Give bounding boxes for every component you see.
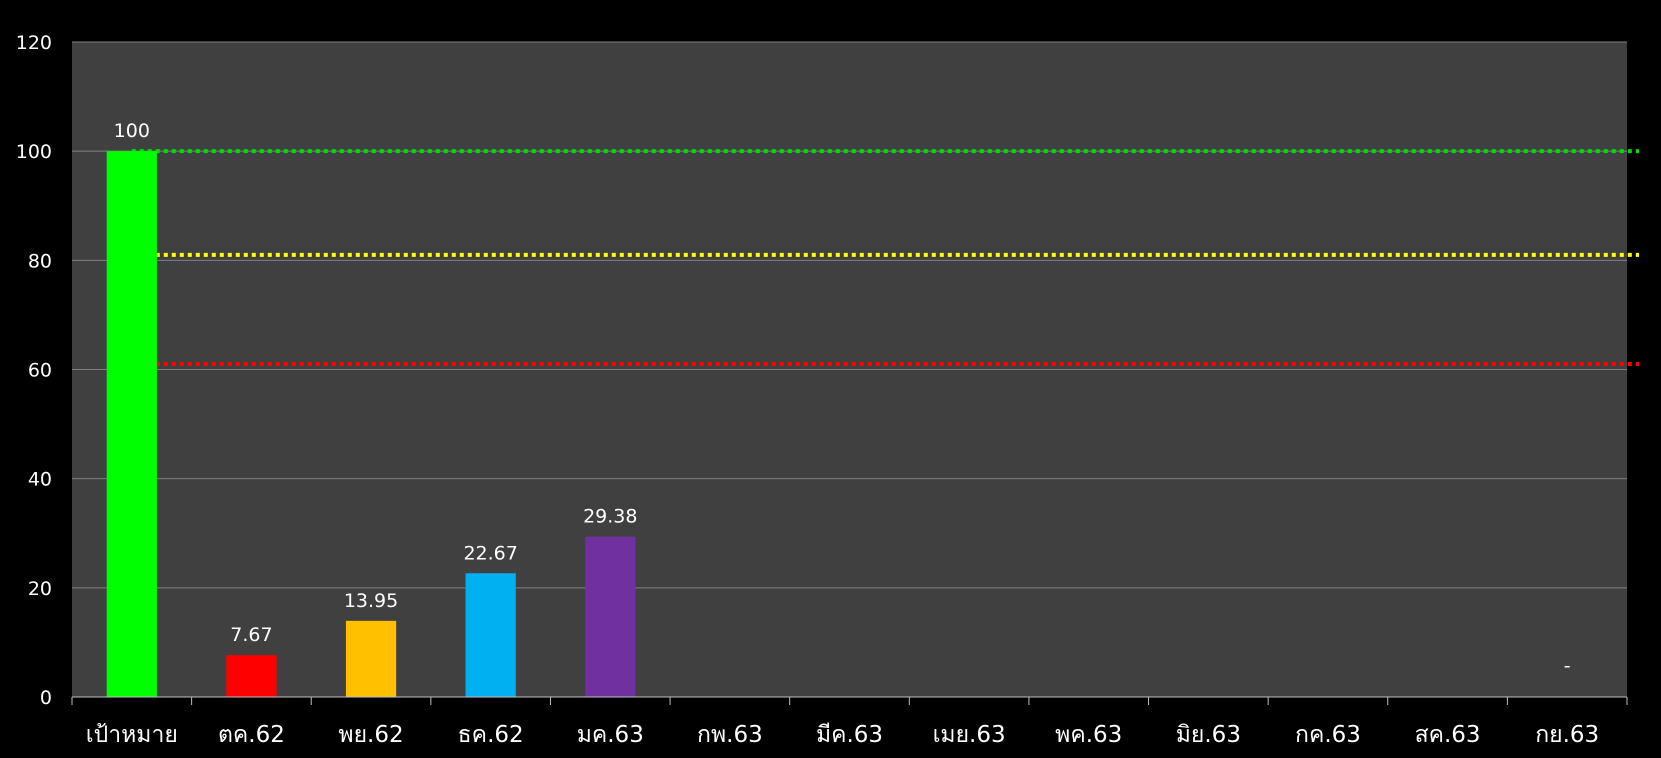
y-tick-label: 0 bbox=[40, 687, 52, 709]
data-label: - bbox=[1564, 655, 1571, 677]
x-tick-label: พย.62 bbox=[338, 722, 403, 748]
x-tick-label: เมย.63 bbox=[933, 722, 1006, 748]
y-tick-label: 100 bbox=[16, 141, 52, 163]
y-tick-label: 80 bbox=[28, 250, 52, 272]
x-tick-label: มิย.63 bbox=[1176, 722, 1241, 748]
x-tick-label: ตค.62 bbox=[218, 722, 285, 748]
x-tick-label: ธค.62 bbox=[458, 722, 524, 748]
bar bbox=[345, 620, 397, 697]
bar bbox=[106, 151, 157, 697]
x-tick-label: มค.63 bbox=[577, 722, 644, 748]
y-tick-label: 40 bbox=[28, 469, 52, 491]
bar bbox=[226, 655, 277, 697]
x-tick-label: กพ.63 bbox=[697, 722, 763, 748]
x-tick-label: เป้าหมาย bbox=[86, 722, 178, 748]
data-label: 100 bbox=[114, 120, 150, 142]
bar bbox=[465, 573, 516, 697]
y-tick-label: 60 bbox=[28, 360, 52, 382]
x-tick-label: มีค.63 bbox=[816, 722, 883, 748]
x-tick-label: กค.63 bbox=[1295, 722, 1361, 748]
data-label: 7.67 bbox=[230, 624, 272, 646]
x-tick-label: กย.63 bbox=[1535, 722, 1599, 748]
x-tick-label: พค.63 bbox=[1055, 722, 1122, 748]
y-tick-label: 20 bbox=[28, 578, 52, 600]
data-label: 22.67 bbox=[463, 542, 517, 564]
bar bbox=[585, 536, 636, 697]
x-tick-label: สค.63 bbox=[1415, 722, 1481, 748]
data-label: 13.95 bbox=[344, 590, 398, 612]
data-label: 29.38 bbox=[583, 506, 637, 528]
y-tick-label: 120 bbox=[16, 32, 52, 54]
